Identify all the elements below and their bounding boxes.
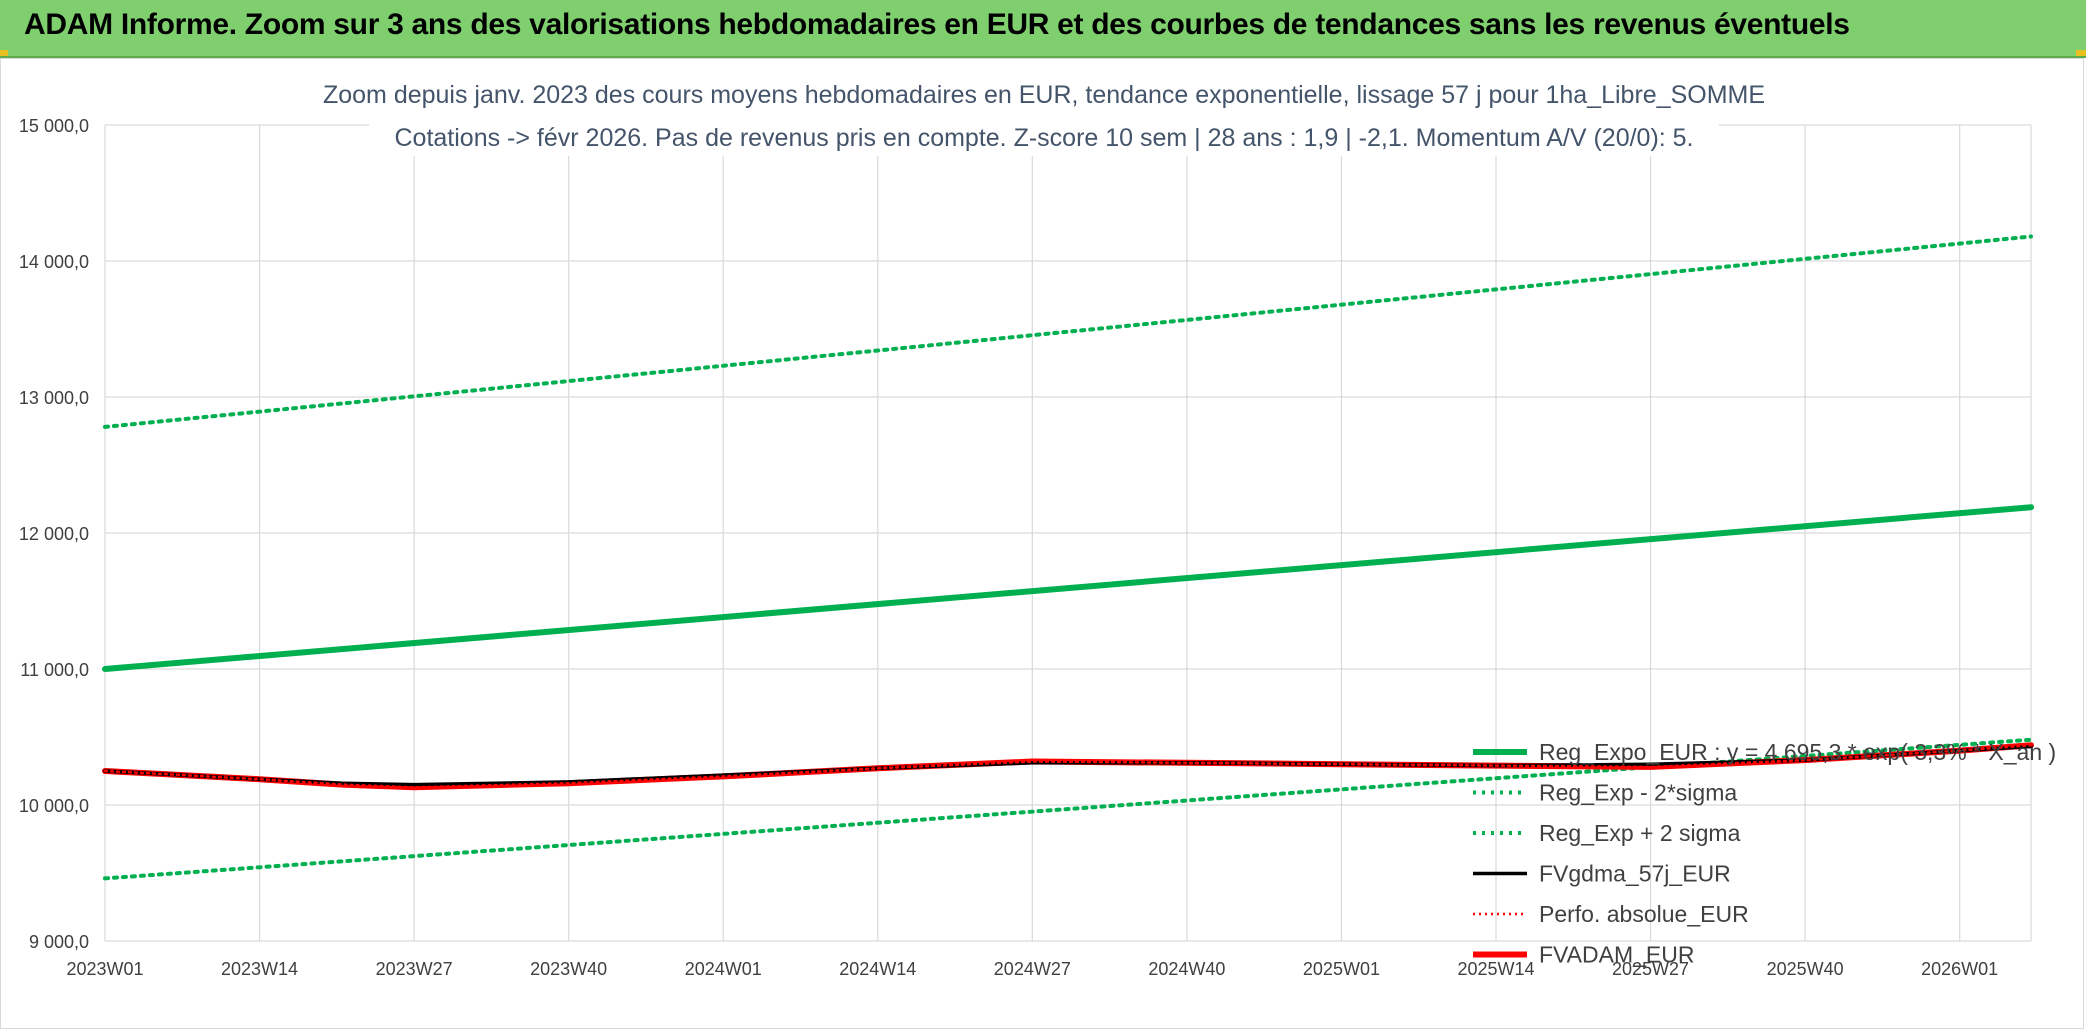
legend-label: Reg_Expo_EUR : y = 4 695,3 * exp( 3,3% *… [1539, 739, 2056, 765]
y-tick-label: 15 000,0 [19, 116, 89, 136]
y-tick-label: 9 000,0 [29, 932, 89, 952]
chart-svg: Zoom depuis janv. 2023 des cours moyens … [19, 75, 2056, 979]
grid-layer [104, 124, 2032, 942]
legend-label: Reg_Exp - 2*sigma [1539, 780, 1737, 806]
legend-label: Perfo. absolue_EUR [1539, 901, 1749, 927]
legend-label: FVADAM_EUR [1539, 942, 1695, 968]
chart-title-bg [319, 75, 1769, 113]
series-line-4 [103, 743, 2033, 789]
x-tick-label: 2023W27 [376, 959, 453, 979]
x-tick-label: 2025W14 [1457, 959, 1534, 979]
series-layer [102, 234, 2034, 881]
legend: Reg_Expo_EUR : y = 4 695,3 * exp( 3,3% *… [1473, 739, 2056, 968]
y-tick-label: 10 000,0 [19, 796, 89, 816]
y-tick-label: 12 000,0 [19, 524, 89, 544]
chart-title-bg [369, 118, 1719, 156]
series-line-2 [103, 234, 2033, 429]
x-tick-label: 2025W40 [1767, 959, 1844, 979]
report-title: ADAM Informe. Zoom sur 3 ans des valoris… [24, 8, 1850, 41]
chart-title-line: Cotations -> févr 2026. Pas de revenus p… [394, 124, 1693, 152]
corner-mark-left [0, 50, 8, 56]
y-tick-label: 13 000,0 [19, 388, 89, 408]
x-tick-label: 2024W27 [994, 959, 1071, 979]
chart-frame: Zoom depuis janv. 2023 des cours moyens … [0, 58, 2084, 1029]
y-tick-label: 14 000,0 [19, 252, 89, 272]
axis-layer: 9 000,0 10 000,0 11 000,0 12 000,0 13 000,0 1… [19, 116, 1998, 979]
x-tick-label: 2024W40 [1148, 959, 1225, 979]
series-line-0 [102, 504, 2034, 672]
legend-label: FVgdma_57j_EUR [1539, 861, 1731, 887]
x-tick-label: 2023W01 [66, 959, 143, 979]
y-tick-label: 11 000,0 [20, 660, 89, 680]
chart-title: Zoom depuis janv. 2023 des cours moyens … [319, 75, 1769, 156]
x-tick-label: 2023W14 [221, 959, 298, 979]
legend-label: Reg_Exp + 2 sigma [1539, 820, 1741, 846]
report-header-bar: ADAM Informe. Zoom sur 3 ans des valoris… [0, 0, 2086, 58]
x-tick-label: 2024W01 [685, 959, 762, 979]
x-tick-label: 2025W27 [1612, 959, 1689, 979]
chart-title-line: Zoom depuis janv. 2023 des cours moyens … [323, 81, 1765, 109]
corner-mark-right [2076, 50, 2086, 56]
x-tick-label: 2023W40 [530, 959, 607, 979]
x-tick-label: 2025W01 [1303, 959, 1380, 979]
x-tick-label: 2024W14 [839, 959, 916, 979]
x-tick-label: 2026W01 [1921, 959, 1998, 979]
